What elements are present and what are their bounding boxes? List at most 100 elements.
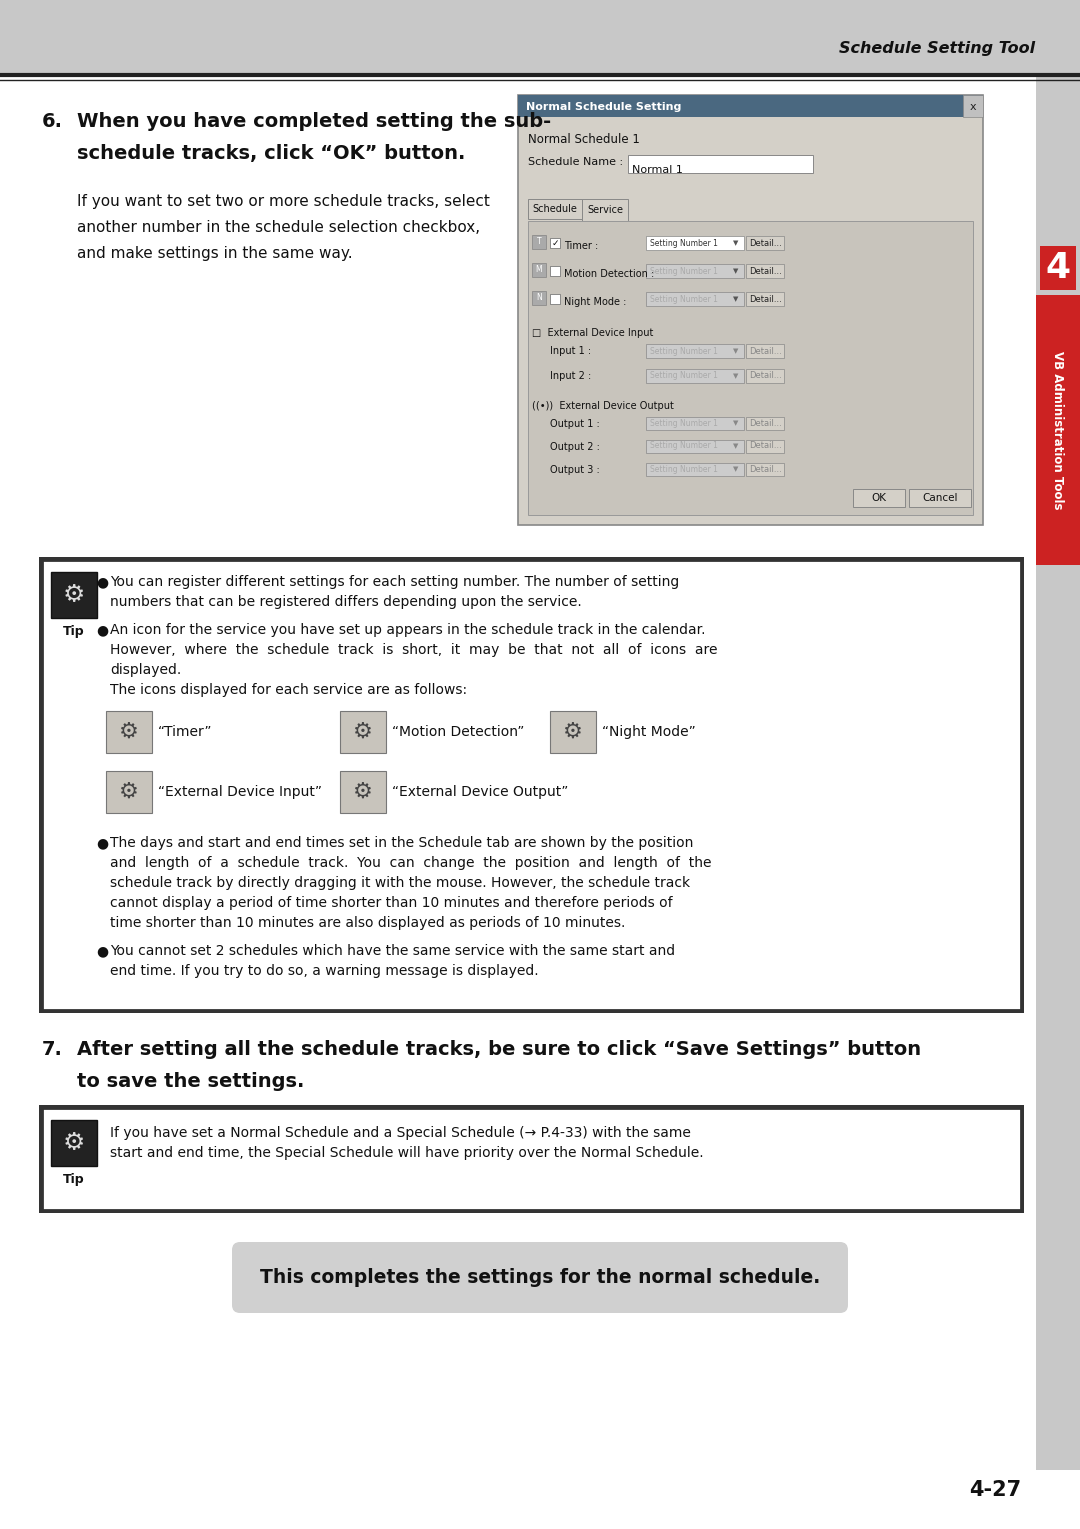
Text: Setting Number 1: Setting Number 1 [650, 266, 718, 275]
Bar [646, 344, 744, 358]
Text: VB Administration Tools: VB Administration Tools [1052, 350, 1065, 509]
Text: ●: ● [96, 622, 108, 638]
Bar [39, 1105, 1024, 1212]
Text: You can register different settings for each setting number. The number of setti: You can register different settings for … [110, 575, 679, 589]
Bar [746, 368, 784, 382]
Text: ▼: ▼ [733, 297, 739, 303]
Text: Setting Number 1: Setting Number 1 [650, 239, 718, 248]
Text: Detail...: Detail... [748, 372, 781, 381]
Text: You cannot set 2 schedules which have the same service with the same start and: You cannot set 2 schedules which have th… [110, 943, 675, 959]
Text: Detail...: Detail... [748, 239, 781, 248]
Text: 6.: 6. [42, 112, 63, 131]
Text: ⚙: ⚙ [353, 722, 373, 742]
Bar [106, 771, 152, 813]
Bar [582, 199, 627, 222]
Text: x: x [970, 102, 976, 112]
Text: If you want to set two or more schedule tracks, select: If you want to set two or more schedule … [77, 194, 490, 209]
Text: M: M [536, 266, 542, 275]
Text: Detail...: Detail... [748, 295, 781, 303]
Text: ▼: ▼ [733, 443, 739, 450]
Bar [1036, 295, 1080, 566]
Bar [646, 440, 744, 453]
Text: When you have completed setting the sub-: When you have completed setting the sub- [77, 112, 551, 131]
FancyBboxPatch shape [232, 1242, 848, 1313]
Text: ⚙: ⚙ [563, 722, 583, 742]
Text: Detail...: Detail... [748, 419, 781, 428]
Text: Detail...: Detail... [748, 347, 781, 356]
Bar [1036, 75, 1080, 1469]
Text: numbers that can be registered differs depending upon the service.: numbers that can be registered differs d… [110, 595, 582, 609]
Bar [909, 489, 971, 508]
Text: Setting Number 1: Setting Number 1 [650, 465, 718, 474]
Text: to save the settings.: to save the settings. [77, 1072, 305, 1092]
Bar [646, 235, 744, 251]
Bar [106, 711, 152, 752]
Text: ▼: ▼ [733, 349, 739, 355]
Text: and make settings in the same way.: and make settings in the same way. [77, 246, 353, 261]
Text: start and end time, the Special Schedule will have priority over the Normal Sche: start and end time, the Special Schedule… [110, 1147, 704, 1161]
Text: Input 2 :: Input 2 : [550, 372, 591, 381]
Text: □  External Device Input: □ External Device Input [532, 329, 653, 338]
Text: 4: 4 [1045, 251, 1070, 284]
Text: Setting Number 1: Setting Number 1 [650, 442, 718, 451]
Text: Output 2 :: Output 2 : [550, 442, 599, 453]
Text: “External Device Input”: “External Device Input” [158, 784, 322, 800]
Text: “Night Mode”: “Night Mode” [602, 725, 696, 739]
Bar [746, 344, 784, 358]
Bar [532, 263, 546, 277]
Text: “Timer”: “Timer” [158, 725, 213, 739]
Bar [51, 572, 97, 618]
Bar [528, 222, 973, 515]
Text: ⚙: ⚙ [353, 781, 373, 803]
Text: ●: ● [96, 943, 108, 959]
Text: displayed.: displayed. [110, 664, 181, 677]
Text: The days and start and end times set in the Schedule tab are shown by the positi: The days and start and end times set in … [110, 836, 693, 850]
Text: Output 1 :: Output 1 : [550, 419, 599, 430]
Text: ⚙: ⚙ [63, 1131, 85, 1154]
Bar [646, 368, 744, 382]
Bar [646, 265, 744, 278]
Text: Tip: Tip [64, 1173, 85, 1187]
Text: time shorter than 10 minutes are also displayed as periods of 10 minutes.: time shorter than 10 minutes are also di… [110, 916, 625, 930]
Bar [528, 199, 582, 219]
Text: Schedule: Schedule [532, 203, 578, 214]
Text: Setting Number 1: Setting Number 1 [650, 347, 718, 356]
Bar [550, 266, 561, 277]
Text: “External Device Output”: “External Device Output” [392, 784, 568, 800]
Text: ⚙: ⚙ [119, 781, 139, 803]
Text: Service: Service [588, 205, 623, 216]
Text: 4-27: 4-27 [969, 1480, 1021, 1500]
Bar [627, 154, 813, 173]
Text: schedule track by directly dragging it with the mouse. However, the schedule tra: schedule track by directly dragging it w… [110, 876, 690, 890]
Bar [746, 417, 784, 430]
Bar [746, 235, 784, 251]
Bar [646, 417, 744, 430]
Bar [746, 292, 784, 306]
Text: ▼: ▼ [733, 466, 739, 472]
Text: 7.: 7. [42, 1040, 63, 1060]
Text: Timer :: Timer : [564, 242, 598, 251]
Bar [746, 440, 784, 453]
Text: N: N [536, 294, 542, 303]
Text: another number in the schedule selection checkbox,: another number in the schedule selection… [77, 220, 481, 235]
Bar [42, 560, 1021, 1011]
Text: Detail...: Detail... [748, 266, 781, 275]
Bar [646, 463, 744, 476]
Text: ⚙: ⚙ [119, 722, 139, 742]
Text: end time. If you try to do so, a warning message is displayed.: end time. If you try to do so, a warning… [110, 963, 539, 979]
Bar [963, 95, 983, 118]
Text: After setting all the schedule tracks, be sure to click “Save Settings” button: After setting all the schedule tracks, b… [77, 1040, 921, 1060]
Text: ✓: ✓ [551, 239, 558, 248]
Text: ((•))  External Device Output: ((•)) External Device Output [532, 401, 674, 411]
Text: Night Mode :: Night Mode : [564, 297, 626, 307]
Text: The icons displayed for each service are as follows:: The icons displayed for each service are… [110, 683, 468, 697]
Bar [518, 95, 983, 118]
Bar [746, 463, 784, 476]
Text: However,  where  the  schedule  track  is  short,  it  may  be  that  not  all  : However, where the schedule track is sho… [110, 644, 717, 657]
Text: ⚙: ⚙ [63, 583, 85, 607]
Bar [532, 291, 546, 304]
Text: “Motion Detection”: “Motion Detection” [392, 725, 525, 739]
Text: Setting Number 1: Setting Number 1 [650, 295, 718, 303]
Text: Schedule Setting Tool: Schedule Setting Tool [839, 40, 1035, 55]
Text: ▼: ▼ [733, 268, 739, 274]
